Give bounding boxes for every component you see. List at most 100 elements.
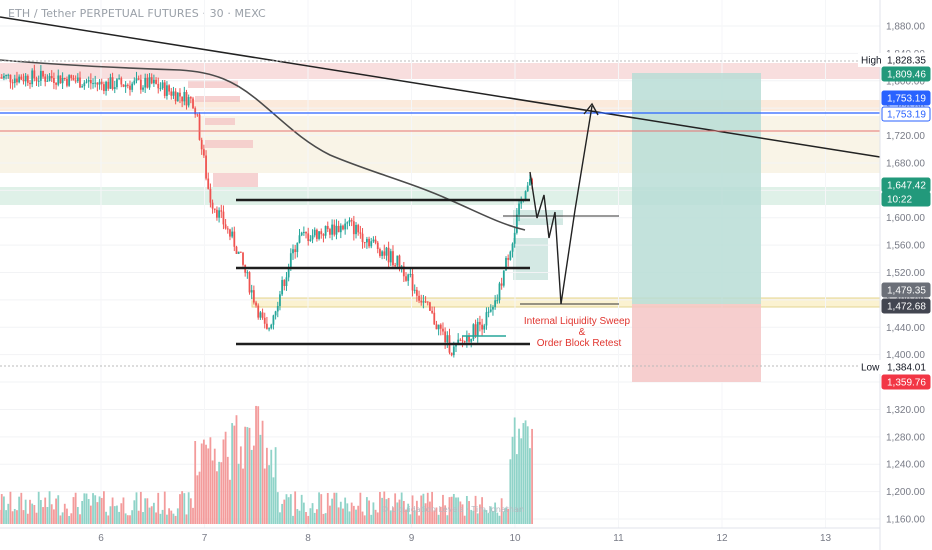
price-axis[interactable]: 1,880.001,840.001,800.001,760.001,720.00… (886, 22, 925, 526)
price-tick-label: 1,600.00 (886, 213, 925, 224)
annotation-line-1: Internal Liquidity Sweep (524, 316, 631, 327)
price-tag-bg (881, 298, 931, 314)
candle-body (429, 302, 431, 311)
candle-body (202, 149, 205, 156)
volume-bar (116, 505, 118, 524)
candle-body (126, 84, 129, 86)
candle-body (387, 247, 390, 263)
candle-body (283, 280, 286, 287)
volume-bar (163, 491, 166, 524)
volume-bar (222, 439, 225, 524)
volume-bar (446, 515, 449, 524)
candle-body (361, 233, 364, 243)
candle-body (396, 255, 399, 266)
volume-bar (252, 445, 255, 524)
candle-body (57, 75, 60, 85)
volume-bar (211, 460, 214, 524)
volume-bar (329, 505, 331, 524)
candle-body (205, 155, 207, 179)
volume-bar (509, 459, 512, 524)
volume-bar (16, 510, 18, 524)
candle-body (507, 258, 510, 260)
candle-body (146, 77, 149, 88)
volume-bar (487, 513, 490, 524)
projected-path (529, 105, 593, 305)
volume-bar (231, 423, 234, 524)
candle-body (276, 305, 279, 312)
volume-bar (126, 515, 129, 524)
volume-bar (522, 423, 525, 524)
candle-body (248, 272, 251, 293)
volume-bar (452, 493, 455, 524)
price-tick-label: 1,680.00 (886, 158, 925, 169)
volume-bar (526, 426, 529, 524)
volume-bar (29, 499, 31, 524)
candle-body (31, 70, 34, 85)
volume-bar (46, 507, 49, 524)
candle-body (352, 221, 355, 235)
candle-body (79, 77, 81, 88)
candle-body (409, 274, 412, 276)
volume-bar (457, 497, 460, 524)
candle-body (100, 81, 103, 85)
candle-body (183, 92, 186, 102)
candle-body (479, 321, 481, 325)
volume-bar (133, 500, 136, 524)
volume-bar (298, 510, 301, 524)
volume-bar (320, 494, 323, 524)
volume-bar (518, 428, 520, 524)
volume-bar (152, 502, 155, 524)
candle-body (305, 231, 307, 234)
candle-body (289, 253, 292, 269)
volume-bar (137, 510, 140, 524)
watermark: © Liquidation Levels · Tim Jonathan (381, 505, 524, 514)
volume-bar (198, 471, 201, 524)
volume-bar (176, 508, 179, 524)
candle-body (150, 77, 153, 84)
price-tag-bg (881, 90, 931, 106)
volume-bar (392, 507, 394, 524)
candle-body (494, 300, 497, 308)
volume-bar (283, 499, 286, 524)
volume-bar (444, 505, 447, 524)
candle-body (200, 139, 203, 150)
volume-bar (337, 507, 340, 524)
candle-body (66, 78, 68, 86)
volume-bar (342, 508, 344, 524)
volume-bar (261, 420, 264, 524)
candle-body (39, 70, 42, 81)
candle-body (270, 324, 273, 329)
volume-bar (185, 514, 188, 524)
volume-bar (187, 492, 190, 524)
time-tick-label: 7 (202, 533, 208, 544)
candle-body (102, 84, 105, 91)
volume-bar (120, 503, 123, 524)
candle-body (192, 98, 194, 109)
volume-bar (150, 506, 153, 524)
time-axis[interactable]: 6 7 8 9 10 11 12 13 (98, 533, 831, 544)
volume-bar (368, 500, 370, 524)
candle-body (94, 82, 97, 84)
candle-body (333, 224, 336, 235)
candle-body (81, 86, 84, 88)
annotation: Internal Liquidity Sweep & Order Block R… (524, 316, 631, 349)
candle-body (326, 225, 329, 230)
candle-body (250, 290, 253, 293)
price-tick-label: 1,200.00 (886, 487, 925, 498)
candle-body (472, 324, 475, 340)
volume-bar (166, 514, 168, 524)
candle-body (166, 85, 168, 96)
volume-bar (0, 494, 3, 524)
candle-body (292, 249, 294, 254)
volume-bar (350, 502, 353, 524)
volume-bar (207, 448, 210, 524)
volume-bar (209, 437, 212, 524)
volume-bar (409, 514, 412, 524)
candle-body (496, 300, 499, 302)
volume-bar (157, 492, 160, 524)
candle-body (444, 331, 447, 343)
candle-body (370, 241, 373, 247)
volume-bar (465, 495, 468, 524)
volume-bar (459, 501, 462, 524)
